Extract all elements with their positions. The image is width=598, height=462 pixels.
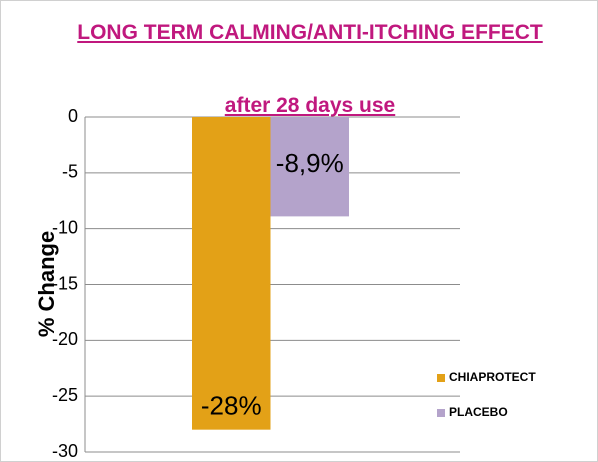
legend-label: PLACEBO: [449, 405, 508, 419]
bar: [270, 117, 349, 217]
y-tick-label: -5: [62, 162, 78, 182]
chart-title: LONG TERM CALMING/ANTI-ITCHING EFFECT: [77, 21, 543, 44]
y-tick-label: -25: [52, 385, 78, 405]
y-axis-label: % Change: [34, 231, 59, 337]
legend-label: CHIAPROTECT: [449, 370, 536, 384]
chart-subtitle: after 28 days use: [224, 94, 396, 117]
y-tick-label: -15: [52, 273, 78, 293]
y-tick-label: -20: [52, 329, 78, 349]
bar: [192, 117, 271, 430]
y-tick-label: -10: [52, 217, 78, 237]
legend-marker: [437, 374, 445, 382]
y-tick-label: -30: [52, 441, 78, 461]
data-label: -28%: [201, 391, 262, 421]
legend-marker: [437, 409, 445, 417]
y-tick-label: 0: [68, 106, 78, 126]
data-label: -8,9%: [276, 148, 344, 178]
